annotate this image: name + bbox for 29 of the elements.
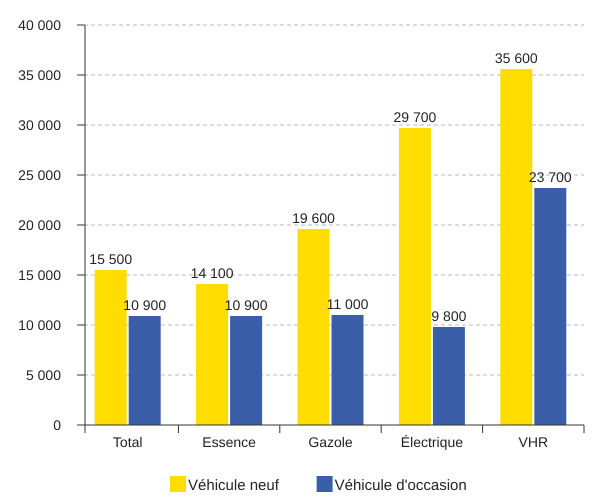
y-tick-label: 20 000 — [18, 216, 62, 233]
bar — [332, 315, 364, 425]
bar — [298, 229, 330, 425]
y-tick-label: 0 — [53, 416, 62, 433]
x-tick-label: Total — [112, 434, 142, 450]
y-tick-label: 15 000 — [18, 266, 62, 283]
legend-label: Véhicule neuf — [188, 477, 280, 494]
data-label: 14 100 — [190, 265, 234, 281]
bar — [230, 316, 262, 425]
data-label: 19 600 — [292, 210, 336, 226]
bar — [398, 128, 431, 425]
y-tick-label: 30 000 — [18, 116, 62, 133]
y-tick-label: 40 000 — [18, 16, 62, 33]
bar — [534, 188, 566, 425]
legend-label: Véhicule d'occasion — [334, 477, 467, 494]
data-label: 9 800 — [431, 308, 467, 324]
x-tick-label: Électrique — [400, 434, 464, 450]
y-tick-label: 25 000 — [18, 166, 62, 183]
data-label: 15 500 — [89, 251, 132, 267]
data-label: 35 600 — [494, 50, 538, 66]
bar — [128, 316, 161, 425]
y-tick-label: 35 000 — [18, 66, 62, 83]
y-tick-label: 5 000 — [26, 366, 62, 383]
x-tick-label: VHR — [518, 434, 548, 450]
x-tick-label: Gazole — [308, 434, 353, 450]
data-label: 29 700 — [393, 109, 437, 125]
y-tick-label: 10 000 — [18, 316, 62, 333]
bar — [432, 327, 465, 425]
x-tick-label: Essence — [202, 434, 256, 450]
